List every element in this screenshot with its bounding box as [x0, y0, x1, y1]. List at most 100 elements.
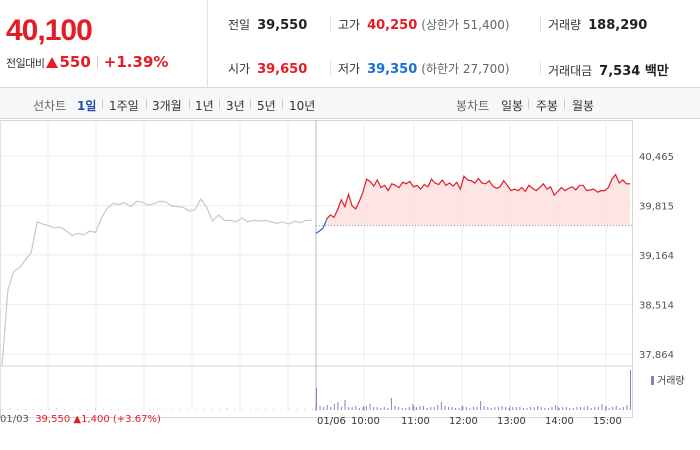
volume-bar-prev: [203, 409, 205, 410]
volume-bar: [615, 406, 617, 410]
open-value: 39,650: [257, 62, 308, 77]
chart-canvas[interactable]: 40,465 39,815 39,164 38,514 37,864 01/06 10:00…: [0, 120, 700, 450]
volume-bar-prev: [25, 409, 27, 410]
y-tick-label: 37,864: [639, 350, 674, 361]
volume-bar: [551, 407, 553, 410]
volume-legend: 거래량: [651, 372, 685, 387]
volume-bar: [419, 406, 421, 410]
volume-bar: [448, 407, 450, 410]
volume-bar: [476, 407, 478, 410]
volume-bar-prev: [95, 408, 96, 410]
volume-value: 188,290: [588, 18, 648, 33]
trade-value-value: 7,534 백만: [599, 64, 669, 79]
volume-bar: [348, 407, 350, 410]
tab-monthly[interactable]: 월봉: [572, 99, 595, 113]
tab-10y[interactable]: 10년: [289, 99, 316, 113]
volume-bar: [562, 407, 564, 410]
volume-bar: [597, 407, 599, 410]
volume-bar: [451, 407, 453, 410]
x-tick-label: 01/06: [317, 416, 346, 427]
volume-bar: [358, 408, 360, 410]
volume-bar-prev: [226, 408, 228, 410]
volume-bar-prev: [56, 408, 58, 410]
volume-bar: [512, 407, 514, 410]
x-tick-label: 11:00: [401, 416, 430, 427]
volume-bar-prev: [172, 409, 174, 410]
volume-bar-prev: [87, 409, 89, 410]
volume-bar-prev: [126, 409, 127, 410]
price-change: 전일대비 550 +1.39%: [6, 53, 168, 71]
volume-bar: [505, 407, 507, 410]
volume-bar: [612, 407, 614, 410]
x-tick-label: 14:00: [545, 416, 574, 427]
volume-bar: [540, 407, 542, 410]
high-label: 고가: [338, 18, 361, 32]
volume-bar: [319, 406, 321, 410]
volume-bar-prev: [281, 409, 282, 410]
up-triangle-icon: [46, 57, 59, 68]
x-tick-label: 15:00: [593, 416, 622, 427]
volume-bar-prev: [296, 409, 298, 410]
x-tick-label: 13:00: [497, 416, 526, 427]
tab-weekly[interactable]: 주봉: [536, 99, 559, 113]
volume-bar-prev: [265, 409, 267, 410]
prev-close-value: 39,550: [257, 18, 308, 33]
volume-bar: [544, 408, 546, 410]
volume-bar-prev: [257, 409, 259, 410]
tab-1y[interactable]: 1년: [195, 99, 214, 113]
series-today-line: [326, 173, 630, 220]
volume-bar: [501, 406, 503, 410]
volume-bar: [405, 408, 407, 410]
volume-bar: [483, 406, 485, 410]
series-today-line: [315, 218, 328, 234]
volume-bar-prev: [304, 409, 306, 410]
volume-bar-prev: [133, 409, 135, 410]
volume-bar: [626, 405, 628, 410]
change-amount: 550: [59, 53, 91, 71]
trade-value-label: 거래대금: [548, 64, 593, 78]
volume-bar-prev: [250, 409, 251, 410]
volume-bar: [387, 408, 389, 410]
volume-bar: [365, 406, 367, 410]
prev-day-date: 01/03: [0, 414, 29, 425]
volume-bar: [369, 404, 371, 410]
volume-bar: [547, 408, 549, 410]
volume-swatch-icon: [651, 376, 654, 385]
tab-3m[interactable]: 3개월: [152, 99, 182, 113]
volume-bar-prev: [211, 409, 213, 410]
candle-chart-title: 봉차트: [456, 99, 490, 113]
volume-bar: [515, 407, 517, 410]
volume-bar: [576, 407, 578, 410]
tab-3y[interactable]: 3년: [226, 99, 245, 113]
volume-bar-prev: [33, 409, 34, 410]
upper-limit: (상한가 51,400): [421, 18, 510, 32]
volume-bar: [608, 408, 610, 410]
volume-bar-prev: [48, 409, 50, 410]
volume-bar: [326, 405, 328, 410]
volume-bar: [401, 408, 403, 410]
y-tick-label: 39,164: [639, 251, 674, 262]
volume-bar: [565, 407, 567, 410]
volume-bar-prev: [234, 409, 236, 410]
tab-1w[interactable]: 1주일: [109, 99, 139, 113]
tab-1d[interactable]: 1일: [77, 99, 97, 113]
series-prev-day-line: [1, 197, 312, 367]
price-chart[interactable]: 40,465 39,815 39,164 38,514 37,864 01/06 10:00…: [0, 120, 700, 450]
volume-bar-prev: [118, 409, 120, 410]
volume-bar: [587, 406, 589, 410]
volume-bar: [415, 407, 417, 410]
volume-bar-prev: [110, 409, 112, 410]
volume-bar: [580, 407, 582, 410]
volume-bar: [601, 404, 603, 410]
volume-bar: [494, 407, 496, 410]
lower-limit: (하한가 27,700): [421, 62, 510, 76]
volume-bar: [394, 406, 396, 410]
tab-daily[interactable]: 일봉: [501, 99, 524, 113]
volume-bar: [430, 407, 432, 410]
volume-bar: [323, 407, 325, 410]
low-label: 저가: [338, 62, 361, 76]
tab-5y[interactable]: 5년: [257, 99, 276, 113]
line-chart-title: 선차트: [33, 99, 67, 113]
volume-bar: [398, 407, 400, 410]
volume-bar: [490, 408, 492, 410]
